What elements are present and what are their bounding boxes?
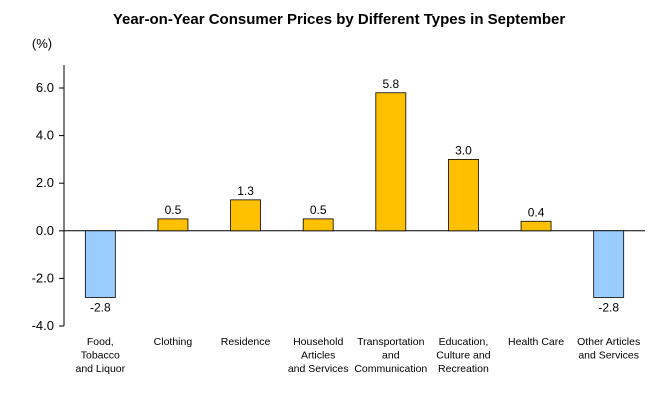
- data-label: 0.5: [310, 203, 327, 217]
- bar: [157, 218, 189, 232]
- x-tick-label: Transportation and Communication: [354, 336, 427, 375]
- y-axis-unit-label: (%): [32, 36, 52, 51]
- y-tick-label: 0.0: [36, 223, 54, 238]
- bar: [520, 220, 552, 232]
- data-label: 0.4: [528, 205, 545, 219]
- bar: [84, 230, 116, 298]
- y-tick-label: 2.0: [36, 175, 54, 190]
- x-tick-label: Education, Culture and Recreation: [436, 336, 490, 375]
- bar: [593, 230, 625, 298]
- data-label: 0.5: [165, 203, 182, 217]
- data-label: -2.8: [90, 300, 111, 314]
- bars: -2.8 0.5 1.3 0.5 5.8 3.0 0.4 -2.8: [84, 77, 625, 314]
- y-axis: 6.0 4.0 2.0 0.0 -2.0 -4.0: [32, 65, 645, 333]
- x-tick-label: Residence: [221, 336, 271, 348]
- data-label: 3.0: [455, 143, 472, 157]
- x-tick-label: Other Articles and Services: [577, 336, 640, 362]
- x-tick-label: Health Care: [508, 336, 564, 348]
- data-label: 5.8: [382, 77, 399, 91]
- bar: [448, 158, 479, 232]
- x-tick-label: Household Articles and Services: [288, 336, 349, 375]
- bar: [302, 218, 334, 232]
- bar: [230, 199, 261, 232]
- y-tick-label: -2.0: [32, 270, 54, 285]
- x-tick-label: Clothing: [154, 336, 193, 348]
- y-tick-label: 4.0: [36, 128, 54, 143]
- data-label: 1.3: [237, 184, 254, 198]
- bar: [375, 92, 407, 232]
- y-tick-label: -4.0: [32, 318, 54, 333]
- chart-title: Year-on-Year Consumer Prices by Differen…: [113, 11, 566, 28]
- x-axis-labels: Food, Tobacco and Liquor Clothing Residence H…: [76, 336, 641, 375]
- data-label: -2.8: [598, 300, 619, 314]
- y-tick-label: 6.0: [36, 80, 54, 95]
- x-tick-label: Food, Tobacco and Liquor: [76, 336, 126, 375]
